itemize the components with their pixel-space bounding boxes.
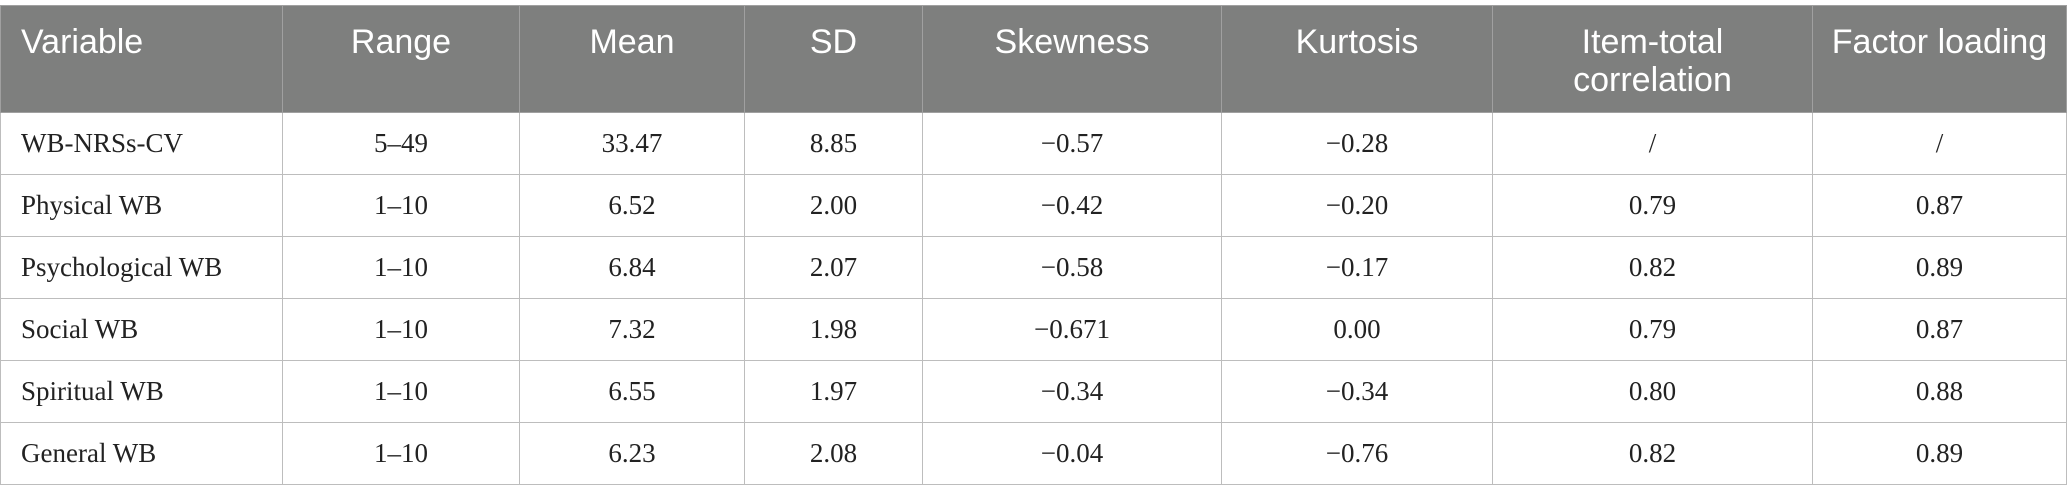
cell-factor-loading: 0.87 <box>1812 174 2067 237</box>
cell-factor-loading: / <box>1812 112 2067 175</box>
cell-sd: 8.85 <box>744 112 923 175</box>
cell-item-total-correlation: 0.79 <box>1492 174 1813 237</box>
table-row: WB-NRSs-CV 5–49 33.47 8.85 −0.57 −0.28 /… <box>0 112 2067 175</box>
column-header-variable: Variable <box>0 5 283 113</box>
cell-variable: Spiritual WB <box>0 360 283 423</box>
cell-skewness: −0.671 <box>922 298 1222 361</box>
cell-sd: 1.98 <box>744 298 923 361</box>
cell-range: 1–10 <box>282 422 520 485</box>
column-header-sd: SD <box>744 5 923 113</box>
cell-range: 1–10 <box>282 360 520 423</box>
cell-factor-loading: 0.88 <box>1812 360 2067 423</box>
cell-variable: Social WB <box>0 298 283 361</box>
table-row: Physical WB 1–10 6.52 2.00 −0.42 −0.20 0… <box>0 174 2067 237</box>
cell-kurtosis: 0.00 <box>1221 298 1493 361</box>
cell-variable: Psychological WB <box>0 236 283 299</box>
cell-sd: 1.97 <box>744 360 923 423</box>
cell-item-total-correlation: 0.82 <box>1492 236 1813 299</box>
cell-kurtosis: −0.28 <box>1221 112 1493 175</box>
cell-variable: General WB <box>0 422 283 485</box>
cell-item-total-correlation: 0.82 <box>1492 422 1813 485</box>
cell-item-total-correlation: 0.80 <box>1492 360 1813 423</box>
cell-mean: 6.23 <box>519 422 745 485</box>
cell-range: 1–10 <box>282 174 520 237</box>
cell-factor-loading: 0.89 <box>1812 422 2067 485</box>
cell-variable: WB-NRSs-CV <box>0 112 283 175</box>
cell-mean: 6.52 <box>519 174 745 237</box>
cell-range: 1–10 <box>282 236 520 299</box>
cell-sd: 2.00 <box>744 174 923 237</box>
cell-skewness: −0.57 <box>922 112 1222 175</box>
cell-variable: Physical WB <box>0 174 283 237</box>
column-header-kurtosis: Kurtosis <box>1221 5 1493 113</box>
cell-skewness: −0.04 <box>922 422 1222 485</box>
cell-sd: 2.07 <box>744 236 923 299</box>
statistics-table: Variable Range Mean SD Skewness Kurtosis… <box>0 5 2067 485</box>
cell-mean: 7.32 <box>519 298 745 361</box>
cell-item-total-correlation: / <box>1492 112 1813 175</box>
table-row: Social WB 1–10 7.32 1.98 −0.671 0.00 0.7… <box>0 298 2067 361</box>
cell-kurtosis: −0.34 <box>1221 360 1493 423</box>
cell-range: 1–10 <box>282 298 520 361</box>
cell-item-total-correlation: 0.79 <box>1492 298 1813 361</box>
cell-kurtosis: −0.17 <box>1221 236 1493 299</box>
cell-mean: 33.47 <box>519 112 745 175</box>
cell-skewness: −0.42 <box>922 174 1222 237</box>
column-header-skewness: Skewness <box>922 5 1222 113</box>
cell-skewness: −0.58 <box>922 236 1222 299</box>
cell-sd: 2.08 <box>744 422 923 485</box>
column-header-range: Range <box>282 5 520 113</box>
cell-factor-loading: 0.89 <box>1812 236 2067 299</box>
column-header-item-total-correlation: Item-total correlation <box>1492 5 1813 113</box>
column-header-mean: Mean <box>519 5 745 113</box>
table-row: Spiritual WB 1–10 6.55 1.97 −0.34 −0.34 … <box>0 360 2067 423</box>
cell-mean: 6.84 <box>519 236 745 299</box>
cell-mean: 6.55 <box>519 360 745 423</box>
header-row: Variable Range Mean SD Skewness Kurtosis… <box>0 5 2067 113</box>
cell-range: 5–49 <box>282 112 520 175</box>
cell-kurtosis: −0.20 <box>1221 174 1493 237</box>
cell-factor-loading: 0.87 <box>1812 298 2067 361</box>
table-row: Psychological WB 1–10 6.84 2.07 −0.58 −0… <box>0 236 2067 299</box>
cell-skewness: −0.34 <box>922 360 1222 423</box>
cell-kurtosis: −0.76 <box>1221 422 1493 485</box>
table-row: General WB 1–10 6.23 2.08 −0.04 −0.76 0.… <box>0 422 2067 485</box>
column-header-factor-loading: Factor loading <box>1812 5 2067 113</box>
